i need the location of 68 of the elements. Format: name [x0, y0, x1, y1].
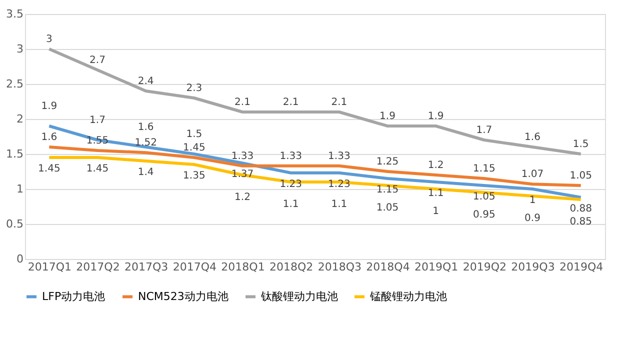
y-tick-label: 0	[16, 252, 24, 266]
data-label: 1.1	[428, 188, 444, 199]
data-label: 1.05	[570, 170, 592, 182]
data-label: 1.15	[473, 164, 496, 174]
data-label: 2.3	[186, 83, 202, 94]
x-tick-label: 2017Q3	[124, 260, 168, 274]
legend-label: 钛酸锂动力电池	[260, 290, 338, 303]
y-tick-label: 3	[16, 42, 24, 56]
y-tick-label: 3.5	[6, 8, 24, 20]
legend-label: LFP动力电池	[42, 290, 106, 303]
x-tick-label: 2019Q1	[414, 260, 458, 274]
data-label: 1.5	[186, 129, 202, 140]
x-tick-label: 2018Q2	[270, 260, 314, 274]
x-tick-label: 2019Q2	[462, 260, 506, 274]
x-tick-label: 2017Q4	[172, 260, 216, 274]
data-label: 1.7	[90, 115, 106, 126]
x-tick-label: 2018Q3	[318, 260, 362, 274]
y-tick-label: 1	[16, 182, 24, 196]
data-label: 1.1	[331, 199, 348, 210]
legend-label: NCM523动力电池	[138, 290, 228, 303]
x-tick-label: 2018Q4	[366, 260, 410, 274]
data-label: 1.1	[282, 199, 299, 210]
data-label: 0.88	[570, 203, 592, 214]
data-label: 0.85	[570, 216, 592, 228]
data-label: 1.25	[376, 156, 399, 168]
data-label: 1.6	[138, 122, 154, 133]
data-label: 1.05	[473, 192, 496, 202]
data-label: 1.33	[280, 150, 302, 162]
data-label: 1.45	[38, 164, 60, 174]
y-tick-label: 2	[16, 112, 24, 126]
x-tick-label: 2019Q3	[511, 260, 555, 274]
data-label: 2.1	[234, 97, 250, 108]
data-label: 1.52	[134, 138, 157, 149]
data-label: 1.9	[428, 111, 444, 122]
y-tick-label: 2.5	[6, 78, 24, 90]
y-tick-label: 0.5	[6, 218, 24, 230]
data-label: 1	[432, 206, 440, 217]
data-label: 0.9	[524, 213, 540, 224]
x-tick-label: 2018Q1	[221, 260, 265, 274]
data-label: 1.9	[41, 101, 58, 112]
data-label: 1	[529, 195, 536, 206]
x-tick-label: 2017Q2	[76, 260, 120, 274]
data-label: 1.6	[41, 132, 58, 143]
data-label: 1.5	[572, 139, 589, 150]
data-label: 1.45	[183, 142, 206, 154]
data-label: 1.15	[376, 184, 399, 196]
legend-label: 锰酸锂动力电池	[369, 290, 447, 303]
x-tick-label: 2019Q4	[560, 260, 604, 274]
data-label: 1.2	[234, 192, 250, 203]
data-label: 2.1	[331, 97, 348, 108]
data-label: 3	[46, 34, 52, 45]
data-label: 1.9	[380, 111, 396, 122]
data-label: 1.7	[476, 125, 492, 136]
data-label: 1.45	[86, 164, 109, 174]
data-label: 1.07	[521, 169, 544, 180]
data-label: 2.4	[138, 76, 154, 87]
data-label: 1.33	[231, 150, 254, 162]
data-label: 2.1	[282, 97, 299, 108]
data-label: 1.6	[524, 132, 540, 143]
y-tick-label: 1.5	[6, 148, 24, 160]
data-label: 1.4	[138, 167, 154, 178]
data-label: 0.95	[473, 210, 496, 220]
data-label: 1.05	[376, 202, 399, 214]
data-label: 1.33	[328, 150, 350, 162]
data-label: 2.7	[90, 55, 106, 66]
data-label: 1.2	[428, 160, 444, 171]
data-label: 1.35	[183, 170, 206, 182]
x-tick-label: 2017Q1	[28, 260, 72, 274]
